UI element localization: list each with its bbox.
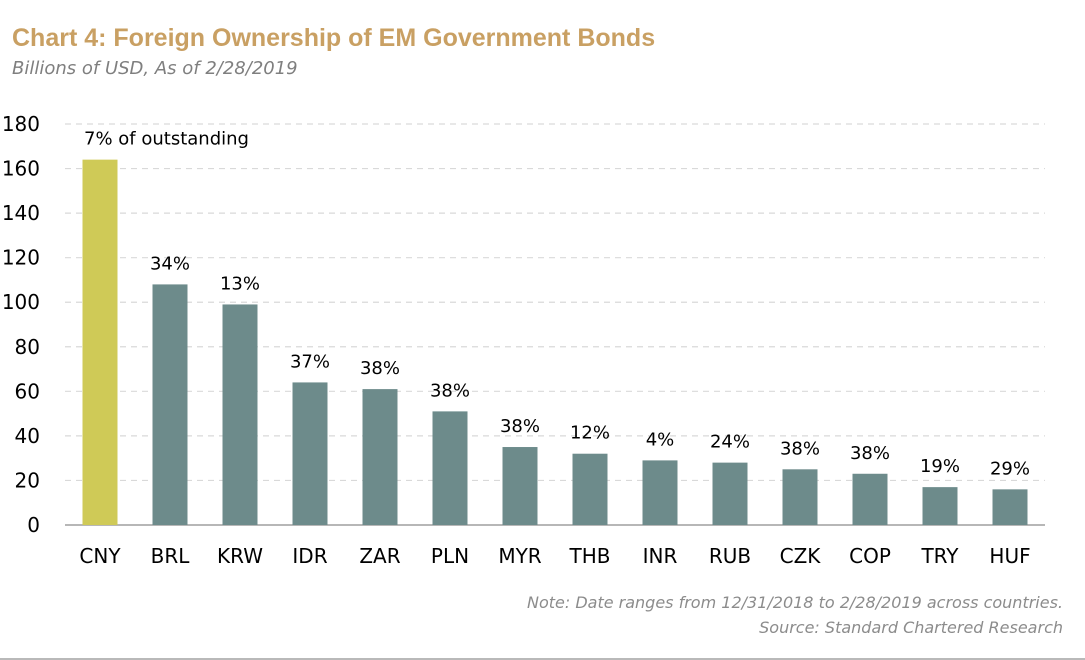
data-label: 37%: [290, 351, 330, 372]
x-tick-label: IDR: [292, 544, 327, 568]
bar-idr: [292, 382, 328, 525]
data-label: 38%: [780, 438, 820, 459]
data-label: 38%: [360, 358, 400, 379]
x-tick-label: TRY: [920, 544, 959, 568]
bar-cny: [82, 159, 118, 525]
x-tick-label: ZAR: [359, 544, 400, 568]
y-tick-label: 140: [2, 201, 40, 225]
bar-czk: [782, 469, 818, 525]
bar-zar: [362, 389, 398, 525]
y-tick-label: 80: [15, 335, 40, 359]
y-tick-label: 0: [27, 513, 40, 537]
x-tick-label: CZK: [780, 544, 822, 568]
data-label: 38%: [430, 380, 470, 401]
y-tick-label: 100: [2, 290, 40, 314]
bar-inr: [642, 460, 678, 525]
data-label: 24%: [710, 432, 750, 453]
x-tick-label: PLN: [431, 544, 469, 568]
data-label: 29%: [990, 458, 1030, 479]
x-tick-label: RUB: [709, 544, 751, 568]
data-label: 12%: [570, 423, 610, 444]
data-label: 7% of outstanding: [84, 129, 249, 150]
y-tick-label: 60: [15, 379, 40, 403]
chart-note: Note: Date ranges from 12/31/2018 to 2/2…: [526, 593, 1063, 612]
data-label: 4%: [646, 429, 675, 450]
data-label: 38%: [500, 416, 540, 437]
bar-try: [922, 487, 958, 525]
bar-brl: [152, 284, 188, 525]
y-tick-label: 40: [15, 424, 40, 448]
x-tick-label: MYR: [498, 544, 541, 568]
x-tick-label: THB: [569, 544, 611, 568]
data-label: 19%: [920, 456, 960, 477]
x-tick-label: INR: [643, 544, 678, 568]
data-label: 38%: [850, 443, 890, 464]
x-tick-label: CNY: [79, 544, 121, 568]
bar-krw: [222, 304, 258, 525]
data-label: 13%: [220, 273, 260, 294]
bar-thb: [572, 453, 608, 525]
y-tick-label: 160: [2, 157, 40, 181]
x-tick-label: BRL: [151, 544, 191, 568]
y-tick-label: 120: [2, 246, 40, 270]
x-tick-label: COP: [849, 544, 891, 568]
bar-myr: [502, 447, 538, 525]
chart-title: Chart 4: Foreign Ownership of EM Governm…: [12, 24, 656, 52]
chart-source: Source: Standard Chartered Research: [759, 618, 1063, 637]
y-tick-label: 180: [2, 112, 40, 136]
bar-pln: [432, 411, 468, 525]
chart-subtitle: Billions of USD, As of 2/28/2019: [12, 58, 298, 79]
x-tick-label: HUF: [989, 544, 1030, 568]
bar-cop: [852, 473, 888, 525]
x-tick-label: KRW: [217, 544, 263, 568]
y-tick-label: 20: [15, 468, 40, 492]
data-label: 34%: [150, 253, 190, 274]
bar-rub: [712, 462, 748, 525]
bar-huf: [992, 489, 1028, 525]
